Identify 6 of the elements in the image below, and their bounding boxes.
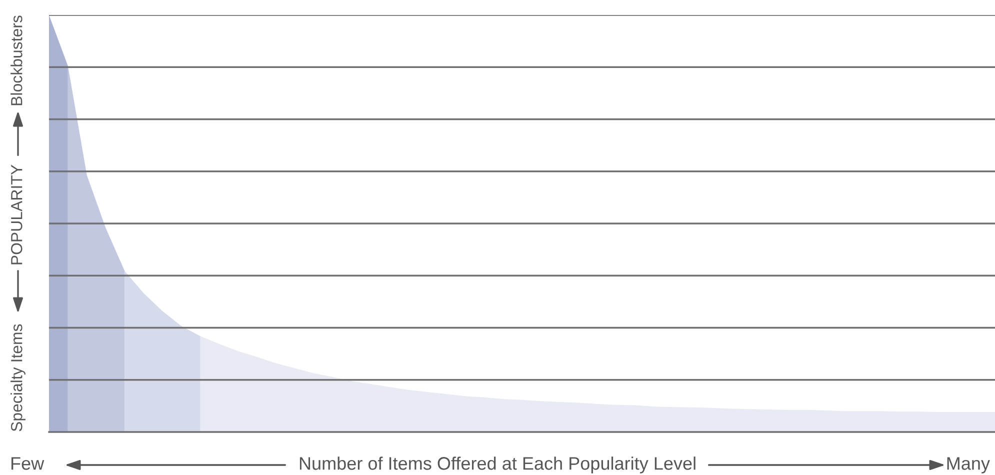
x-axis-title: Number of Items Offered at Each Popularity Level [300,456,696,474]
text: Many [947,457,990,474]
text: Specialty Items [10,324,26,432]
text: Few [11,457,44,470]
y-axis-title: POPULARITY [10,164,22,264]
text: Blockbusters [10,16,22,106]
